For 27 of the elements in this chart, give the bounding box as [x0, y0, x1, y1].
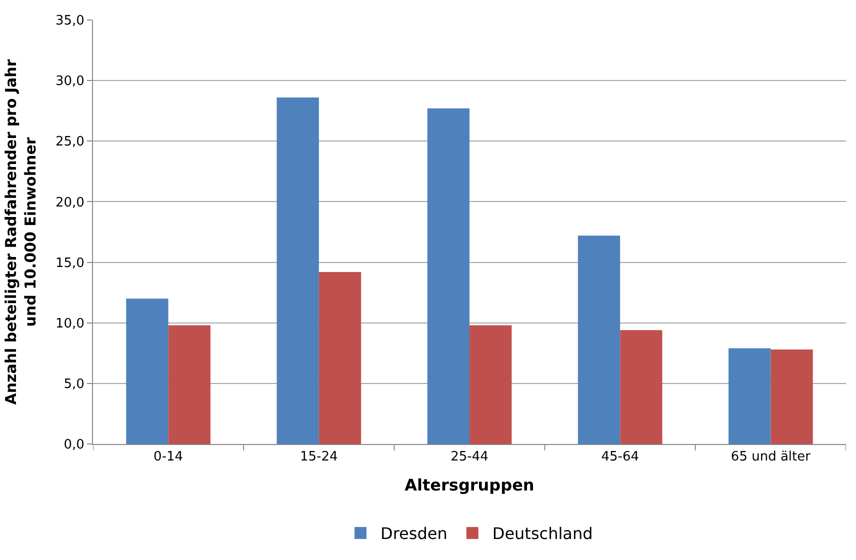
- y-tick-label: 20,0: [55, 195, 84, 210]
- x-tick-label: 25-44: [450, 450, 488, 465]
- bar: [427, 108, 470, 444]
- bar: [126, 298, 168, 444]
- legend-label: Dresden: [380, 524, 448, 544]
- bar: [276, 98, 319, 444]
- y-tick-label: 35,0: [55, 14, 84, 29]
- y-tick-label: 15,0: [55, 256, 84, 271]
- y-tick-label: 10,0: [55, 316, 84, 332]
- y-tick-label: 30,0: [55, 74, 84, 90]
- bar: [620, 330, 662, 444]
- legend-label: Deutschland: [492, 524, 593, 544]
- y-tick-label: 5,0: [64, 376, 84, 392]
- bar: [318, 272, 362, 444]
- y-tick-label: 0,0: [64, 438, 84, 453]
- bar: [578, 236, 620, 444]
- x-tick-label: 15-24: [300, 450, 338, 465]
- bar: [728, 348, 771, 444]
- x-axis-title: Altersgruppen: [404, 475, 534, 494]
- bar: [770, 350, 813, 444]
- bar: [168, 325, 210, 444]
- y-axis-title: Anzahl beteiligter Radfahrender pro Jahr und 10.000 Einwohner: [2, 58, 40, 405]
- x-tick-label: 65 und älter: [730, 450, 812, 465]
- x-tick-label: 45-64: [601, 450, 639, 465]
- x-tick-label: 0-14: [154, 450, 184, 465]
- y-tick-label: 25,0: [55, 134, 84, 150]
- bar: [470, 325, 512, 444]
